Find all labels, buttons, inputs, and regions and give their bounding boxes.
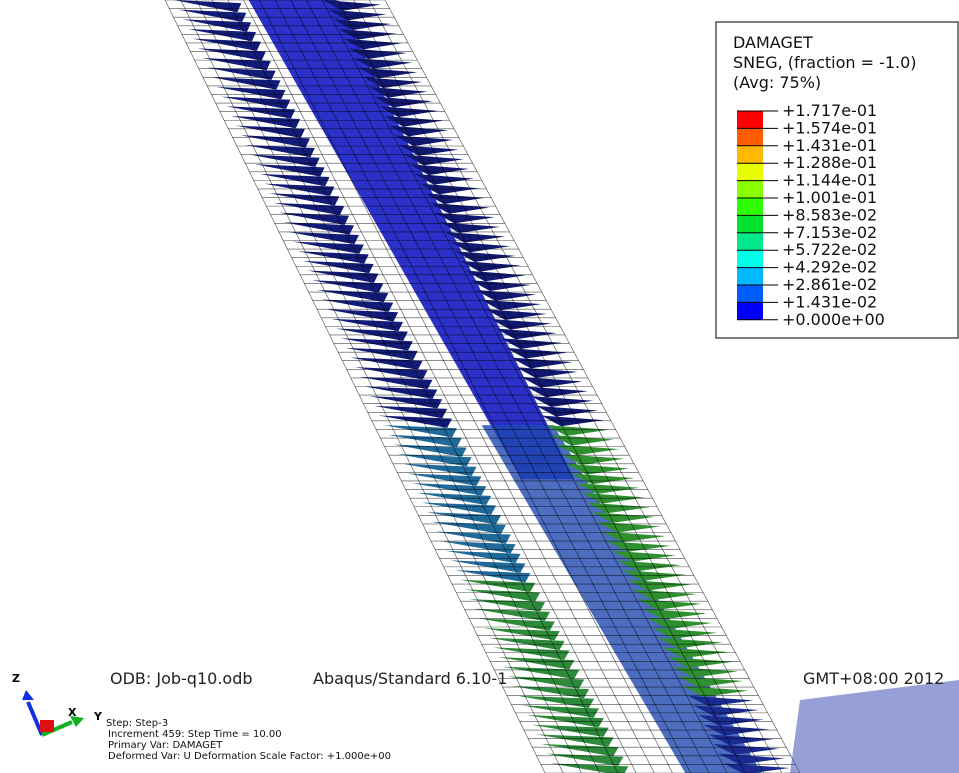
color-band [737,250,763,267]
x-label: X [68,706,77,719]
legend-label: +0.000e+00 [782,310,885,329]
color-band [737,128,763,145]
legend-label: +8.583e-02 [782,205,877,224]
legend-label: +1.717e-01 [782,101,877,120]
color-band [737,163,763,180]
color-band [737,302,763,319]
legend-title: DAMAGET [733,33,813,52]
x-axis [40,720,54,732]
z-axis [28,702,42,735]
color-band [737,198,763,215]
color-band [737,215,763,232]
legend-label: +1.431e-02 [782,292,877,311]
legend-label: +1.001e-01 [782,188,877,207]
odb-name: ODB: Job-q10.odb [110,669,253,688]
step-line: Increment 459: Step Time = 10.00 [108,729,282,740]
color-band [737,181,763,198]
legend-label: +1.288e-01 [782,153,877,172]
legend-label: +1.431e-01 [782,136,877,155]
step-line: Step: Step-3 [106,718,168,729]
mesh-line [291,0,691,773]
color-band [737,233,763,250]
legend-label: +2.861e-02 [782,275,877,294]
z-arrow [22,690,34,700]
lower-part [790,680,959,773]
legend-label: +1.144e-01 [782,171,877,190]
step-line: Primary Var: DAMAGET [108,740,223,751]
viewport: DAMAGETSNEG, (fraction = -1.0)(Avg: 75%)… [0,0,959,773]
step-line: Deformed Var: U Deformation Scale Factor… [108,751,391,762]
legend-label: +4.292e-02 [782,258,877,277]
legend-title: SNEG, (fraction = -1.0) [733,53,917,72]
mesh-line [275,0,673,773]
triad: Z X Y [12,672,103,735]
y-label: Y [93,710,103,723]
legend-label: +7.153e-02 [782,223,877,242]
color-band [737,111,763,128]
solver: Abaqus/Standard 6.10-1 [313,669,507,688]
date: GMT+08:00 2012 [803,669,944,688]
mesh-line [259,0,654,773]
legend-label: +5.722e-02 [782,240,877,259]
legend-title: (Avg: 75%) [733,73,821,92]
legend-label: +1.574e-01 [782,118,877,137]
z-label: Z [12,672,20,685]
color-band [737,146,763,163]
color-band [737,268,763,285]
color-band [737,285,763,302]
